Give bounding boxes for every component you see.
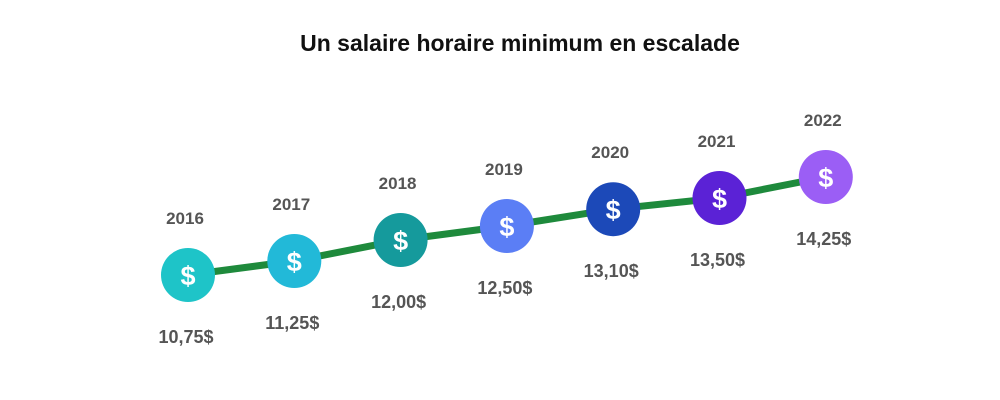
dollar-icon: $ xyxy=(287,247,302,277)
year-label: 2020 xyxy=(591,143,629,162)
dollar-icon: $ xyxy=(393,226,408,256)
value-label: 11,25$ xyxy=(265,313,319,333)
value-label: 12,50$ xyxy=(477,278,532,298)
value-label: 13,50$ xyxy=(690,250,745,270)
dollar-icon: $ xyxy=(499,212,514,242)
year-label: 2018 xyxy=(379,174,417,193)
data-point-2016 xyxy=(161,248,215,302)
value-label: 12,00$ xyxy=(371,292,426,312)
data-point-2017 xyxy=(267,234,322,288)
year-label: 2017 xyxy=(272,195,310,214)
data-point-2019 xyxy=(479,199,534,253)
data-point-2020 xyxy=(586,182,641,237)
year-label: 2016 xyxy=(166,209,204,228)
dollar-icon: $ xyxy=(606,195,621,225)
data-point-2022 xyxy=(798,150,853,204)
value-label: 10,75$ xyxy=(158,327,213,347)
data-point-2018 xyxy=(373,213,428,267)
data-point-2021 xyxy=(692,171,747,225)
dollar-icon: $ xyxy=(712,184,727,214)
dollar-icon: $ xyxy=(818,163,833,193)
year-label: 2019 xyxy=(485,160,523,179)
chart-title: Un salaire horaire minimum en escalade xyxy=(300,30,740,56)
value-label: 13,10$ xyxy=(584,261,639,281)
year-label: 2022 xyxy=(804,111,842,130)
year-label: 2021 xyxy=(698,132,736,151)
dollar-icon: $ xyxy=(180,261,195,291)
value-label: 14,25$ xyxy=(796,229,851,249)
